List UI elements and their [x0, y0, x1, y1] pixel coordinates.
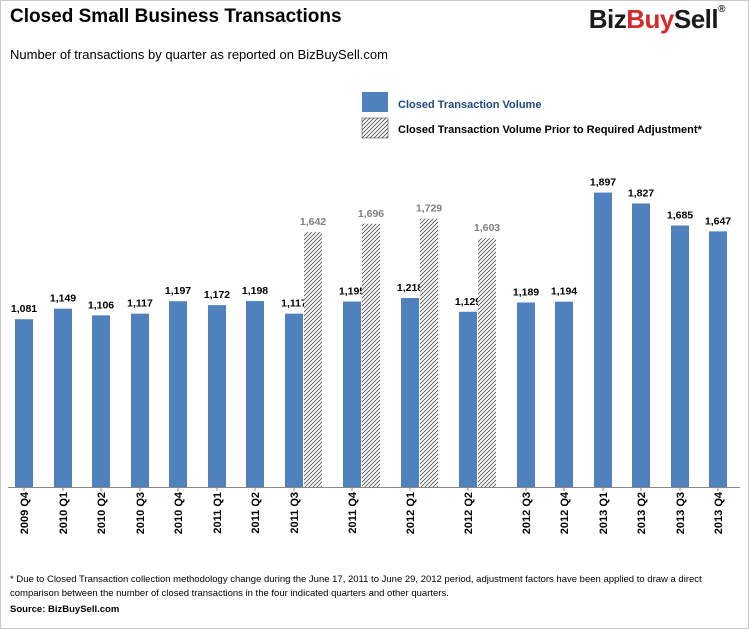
- data-label: 1,897: [590, 177, 616, 189]
- data-label: 1,218: [397, 282, 423, 294]
- legend-swatch-closed-volume: [362, 92, 388, 112]
- legend-label-closed-volume: Closed Transaction Volume: [398, 99, 541, 111]
- bar-2013-Q4: [709, 231, 727, 487]
- x-tick-label: 2012 Q3: [521, 492, 533, 534]
- adjusted-data-label: 1,729: [416, 203, 442, 215]
- adjusted-bar-2011-Q3: [304, 232, 322, 487]
- bar-2013-Q3: [671, 225, 689, 487]
- adjusted-bar-2011-Q4: [362, 223, 380, 487]
- bar-2012-Q2: [459, 311, 477, 487]
- x-tick-label: 2011 Q4: [347, 491, 359, 533]
- x-tick-label: 2010 Q2: [96, 492, 108, 534]
- adjusted-data-label: 1,696: [358, 208, 384, 220]
- data-label: 1,647: [705, 215, 731, 227]
- adjusted-bar-2012-Q2: [478, 238, 496, 487]
- x-tick-label: 2011 Q1: [212, 492, 224, 534]
- bar-2012-Q1: [401, 297, 419, 487]
- footnote: * Due to Closed Transaction collection m…: [10, 574, 702, 599]
- x-tick-label: 2010 Q4: [173, 491, 185, 534]
- x-tick-label: 2012 Q2: [463, 492, 475, 534]
- bar-2013-Q2: [632, 203, 650, 488]
- x-tick-label: 2010 Q3: [135, 492, 147, 534]
- bar-2012-Q3: [517, 302, 535, 487]
- bar-2013-Q1: [594, 192, 612, 487]
- data-label: 1,117: [281, 298, 307, 310]
- legend-label-adjusted-volume: Closed Transaction Volume Prior to Requi…: [398, 124, 702, 136]
- x-tick-label: 2013 Q3: [675, 492, 687, 534]
- x-tick-label: 2013 Q1: [598, 492, 610, 534]
- x-tick-label: 2011 Q3: [289, 492, 301, 534]
- bizbuysell-logo: BizBuySell®: [588, 4, 726, 34]
- data-label: 1,197: [165, 285, 191, 297]
- x-tick-label: 2011 Q2: [250, 492, 262, 534]
- data-label: 1,198: [242, 285, 268, 297]
- chart-title: Closed Small Business Transactions: [10, 6, 342, 27]
- x-tick-label: 2012 Q4: [559, 491, 571, 534]
- adjusted-data-label: 1,603: [474, 222, 500, 234]
- x-tick-label: 2012 Q1: [405, 492, 417, 534]
- bar-2011-Q4: [343, 301, 361, 487]
- legend-swatch-adjusted-volume: [361, 117, 389, 139]
- bar-2012-Q4: [555, 301, 573, 487]
- x-tick-label: 2010 Q1: [58, 492, 70, 534]
- bar-2011-Q3: [285, 313, 303, 487]
- data-label: 1,172: [204, 289, 230, 301]
- bar-2009-Q4: [15, 319, 33, 487]
- adjusted-data-label: 1,642: [300, 216, 326, 228]
- data-label: 1,827: [628, 187, 654, 199]
- data-label: 1,117: [127, 298, 153, 310]
- data-label: 1,081: [11, 303, 37, 315]
- x-tick-label: 2009 Q4: [19, 491, 31, 534]
- bar-2011-Q2: [246, 301, 264, 487]
- bar-2010-Q1: [54, 308, 72, 487]
- chart-subtitle: Number of transactions by quarter as rep…: [10, 47, 388, 62]
- data-label: 1,195: [339, 286, 365, 298]
- data-label: 1,106: [88, 299, 114, 311]
- data-label: 1,149: [50, 293, 76, 305]
- data-label: 1,194: [551, 286, 577, 298]
- bar-2011-Q1: [208, 305, 226, 487]
- data-label: 1,129: [455, 296, 481, 308]
- bar-2010-Q4: [169, 301, 187, 487]
- data-label: 1,685: [667, 209, 693, 221]
- data-label: 1,189: [513, 286, 539, 298]
- x-tick-label: 2013 Q4: [713, 491, 725, 534]
- x-tick-label: 2013 Q2: [636, 492, 648, 534]
- adjusted-bar-2012-Q1: [420, 218, 438, 488]
- bar-2010-Q3: [131, 313, 149, 487]
- bar-2010-Q2: [92, 315, 110, 487]
- source-note: Source: BizBuySell.com: [10, 604, 120, 615]
